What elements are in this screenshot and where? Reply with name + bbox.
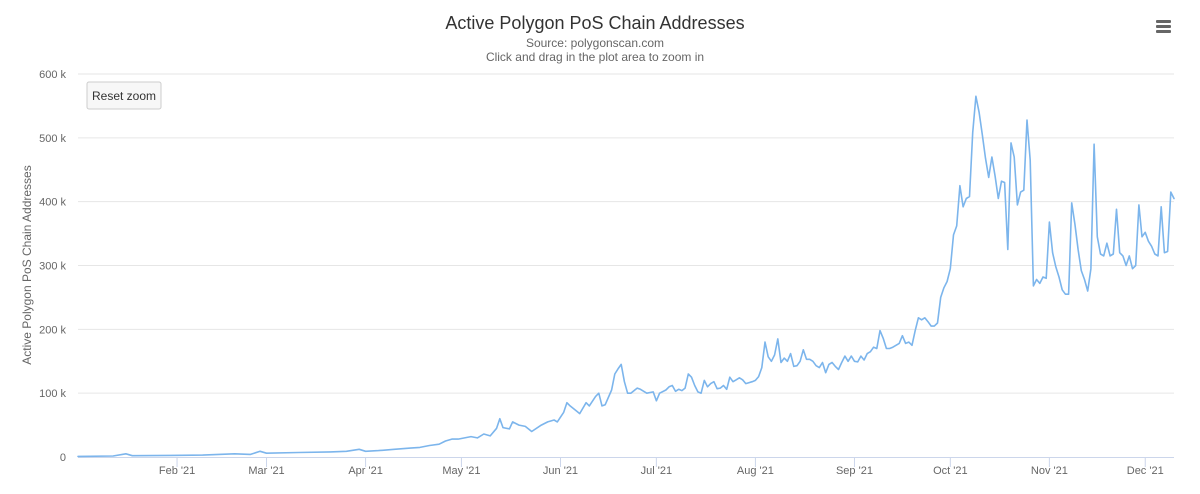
x-tick-label: Jun '21 [543, 465, 578, 477]
x-tick-label: Jul '21 [641, 465, 672, 477]
hamburger-menu-icon[interactable] [1150, 14, 1178, 38]
chart-subtitle-source: Source: polygonscan.com [526, 36, 664, 50]
x-tick-label: Oct '21 [933, 465, 968, 477]
y-tick-label: 100 k [39, 388, 66, 400]
x-tick-label: May '21 [442, 465, 480, 477]
x-tick-label: Apr '21 [348, 465, 383, 477]
x-tick-label: Mar '21 [248, 465, 284, 477]
y-axis-title: Active Polygon PoS Chain Addresses [20, 165, 34, 364]
x-tick-label: Dec '21 [1127, 465, 1164, 477]
plot-background[interactable] [78, 74, 1174, 457]
y-tick-label: 600 k [39, 69, 66, 81]
y-tick-label: 300 k [39, 261, 66, 273]
x-tick-label: Nov '21 [1031, 465, 1068, 477]
x-axis: Feb '21 Mar '21 Apr '21 May '21 Jun '21 Jul '… [78, 457, 1174, 477]
y-tick-label: 200 k [39, 324, 66, 336]
reset-zoom-label[interactable]: Reset zoom [92, 89, 156, 103]
plot-area[interactable] [77, 74, 1175, 458]
x-tick-label: Sep '21 [836, 465, 873, 477]
x-tick-label: Aug '21 [737, 465, 774, 477]
reset-zoom-button[interactable]: Reset zoom [86, 81, 162, 110]
y-tick-label: 400 k [39, 197, 66, 209]
x-tick-label: Feb '21 [159, 465, 195, 477]
grid-layer [78, 73, 1174, 394]
series-line-active-addresses[interactable] [77, 95, 1175, 458]
chart-title: Active Polygon PoS Chain Addresses [445, 13, 744, 33]
y-tick-label: 500 k [39, 133, 66, 145]
y-tick-label: 0 [60, 452, 66, 464]
chart-subtitle-zoom-hint: Click and drag in the plot area to zoom … [486, 50, 704, 64]
y-axis-labels: 0 100 k 200 k 300 k 400 k 500 k 600 k [39, 69, 66, 464]
